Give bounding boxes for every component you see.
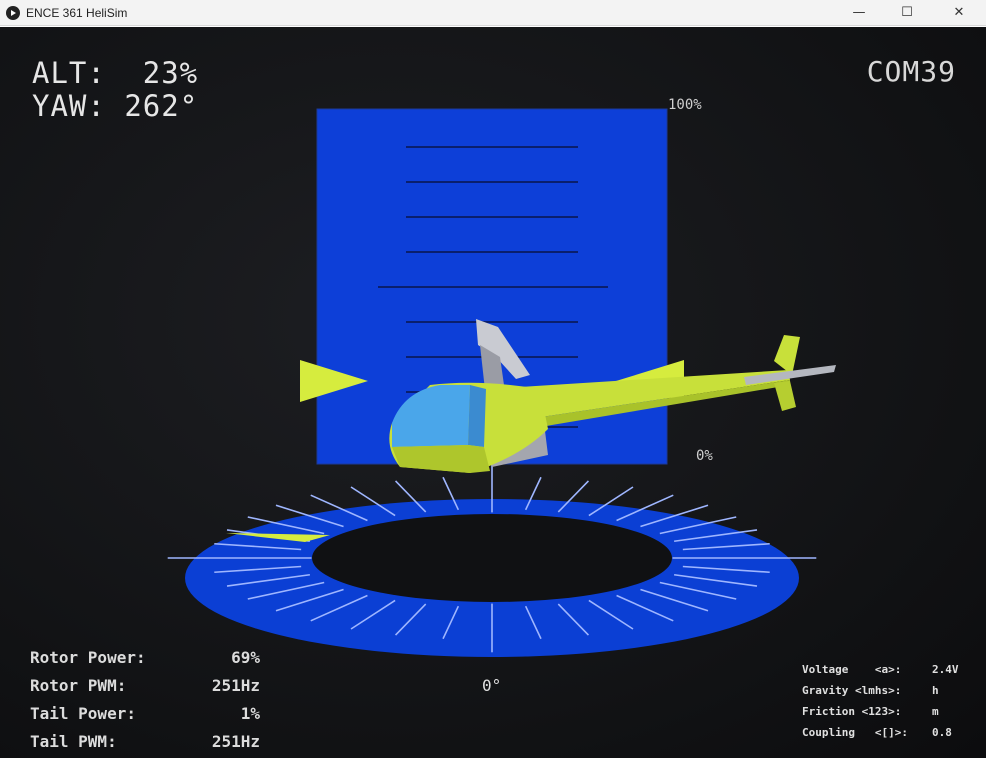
dial-tick: [557, 603, 590, 636]
dial-tick: [588, 486, 634, 517]
dial-tick: [442, 605, 460, 640]
app-icon: [6, 5, 20, 20]
setting-coupling: Coupling <[]>: 0.8: [802, 726, 952, 739]
scene-canvas: [167, 108, 836, 657]
title-bar: ENCE 361 HeliSim — ☐ ✕: [0, 0, 986, 26]
alt-value: 23%: [142, 56, 199, 90]
dial-tick: [394, 480, 427, 513]
gauge-top-label: 100%: [668, 97, 702, 113]
key-settings: Voltage <a>: 2.4V Gravity <lmhs>: h Fricti…: [802, 659, 959, 743]
dial-tick: [659, 581, 737, 600]
yaw-readout: YAW: 262°: [32, 90, 198, 123]
yaw-zero-label: 0°: [482, 676, 502, 695]
dial-tick: [226, 573, 310, 587]
yaw-label: YAW:: [32, 89, 106, 123]
dial-tick: [640, 588, 709, 612]
dial-tick: [394, 603, 427, 636]
dial-tick: [247, 581, 325, 600]
dial-tick: [214, 565, 302, 574]
yaw-pointer: [226, 533, 330, 542]
dial-tick: [442, 476, 460, 511]
minimize-button[interactable]: —: [852, 4, 866, 20]
window-title: ENCE 361 HeliSim: [26, 5, 128, 20]
dial-tick: [616, 594, 674, 622]
altitude-marker-left: [300, 360, 368, 402]
motor-stats: Rotor Power: 69% Rotor PWM: 251Hz Tail Pow…: [30, 643, 260, 755]
stat-tail-pwm: Tail PWM: 251Hz: [30, 731, 260, 751]
dial-tick: [275, 504, 344, 528]
dial-tick: [310, 594, 368, 622]
com-port-label: COM39: [866, 55, 956, 88]
yaw-value: 262°: [124, 89, 199, 123]
dial-tick: [682, 565, 770, 574]
simulation-viewport[interactable]: ALT: 23% YAW: 262° COM39 100% 0% 0° Roto…: [0, 27, 986, 758]
dial-tick: [682, 542, 770, 551]
stat-rotor-power: Rotor Power: 69%: [30, 647, 260, 667]
dial-tick: [659, 516, 737, 535]
setting-gravity: Gravity <lmhs>: h: [802, 684, 939, 697]
stat-rotor-pwm: Rotor PWM: 251Hz: [30, 675, 260, 695]
dial-tick: [588, 599, 634, 630]
dial-tick: [275, 588, 344, 612]
dial-tick: [247, 516, 325, 535]
close-button[interactable]: ✕: [953, 4, 965, 20]
yaw-dial: [167, 463, 817, 657]
dial-tick: [310, 494, 368, 522]
stat-tail-power: Tail Power: 1%: [30, 703, 260, 723]
altitude-readout: ALT: 23%: [32, 57, 198, 90]
helicopter-model: [389, 319, 836, 473]
dial-tick: [640, 504, 709, 528]
dial-tick: [350, 486, 396, 517]
dial-tick: [616, 494, 674, 522]
alt-label: ALT:: [32, 56, 106, 90]
dial-tick: [524, 605, 542, 640]
dial-tick: [214, 542, 302, 551]
maximize-button[interactable]: ☐: [901, 4, 913, 20]
dial-tick: [524, 476, 542, 511]
dial-tick: [674, 529, 758, 543]
dial-tick: [557, 480, 590, 513]
dial-tick: [350, 599, 396, 630]
gauge-bottom-label: 0%: [696, 448, 713, 464]
setting-friction: Friction <123>: m: [802, 705, 939, 718]
dial-tick: [674, 573, 758, 587]
setting-voltage: Voltage <a>: 2.4V: [802, 663, 959, 676]
